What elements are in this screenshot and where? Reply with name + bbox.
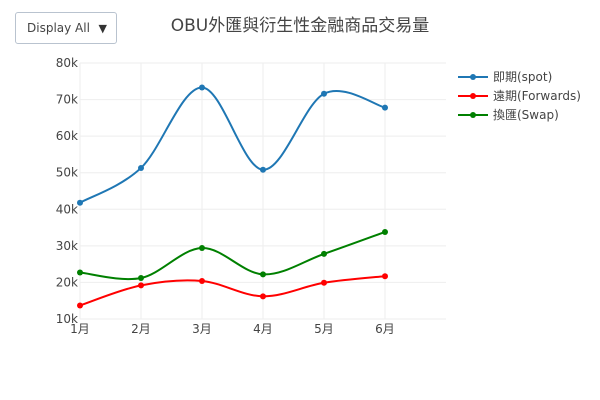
data-point[interactable] bbox=[321, 90, 327, 97]
data-point[interactable] bbox=[199, 84, 205, 91]
x-tick-label: 4月 bbox=[253, 322, 273, 336]
data-point[interactable] bbox=[260, 293, 266, 300]
data-point[interactable] bbox=[199, 277, 205, 284]
data-point[interactable] bbox=[260, 166, 266, 173]
y-axis-ticks: 10k 20k 30k 40k 50k 60k 70k 80k bbox=[56, 56, 78, 326]
data-point[interactable] bbox=[382, 228, 388, 235]
chevron-down-icon: ▼ bbox=[98, 21, 107, 35]
y-tick-label: 80k bbox=[56, 56, 78, 70]
y-tick-label: 40k bbox=[56, 202, 78, 216]
data-point[interactable] bbox=[321, 250, 327, 257]
legend-swatch-marker bbox=[470, 93, 476, 99]
data-point[interactable] bbox=[199, 245, 205, 252]
y-tick-label: 30k bbox=[56, 239, 78, 253]
y-tick-label: 10k bbox=[56, 312, 78, 326]
data-point[interactable] bbox=[382, 104, 388, 111]
x-tick-label: 2月 bbox=[131, 322, 151, 336]
data-point[interactable] bbox=[77, 269, 83, 276]
y-tick-label: 20k bbox=[56, 275, 78, 289]
data-point[interactable] bbox=[260, 271, 266, 278]
data-point[interactable] bbox=[321, 279, 327, 286]
legend-swatch-marker bbox=[470, 112, 476, 118]
data-point[interactable] bbox=[138, 275, 144, 282]
x-tick-label: 1月 bbox=[70, 322, 90, 336]
series-lines bbox=[77, 84, 388, 309]
data-point[interactable] bbox=[138, 282, 144, 289]
data-point[interactable] bbox=[138, 164, 144, 171]
x-axis-ticks: 1月 2月 3月 4月 5月 6月 bbox=[70, 322, 395, 336]
legend: 即期(spot) 遠期(Forwards) 換匯(Swap) bbox=[458, 70, 581, 122]
data-point[interactable] bbox=[77, 199, 83, 206]
series-line-0 bbox=[79, 86, 386, 204]
data-point[interactable] bbox=[77, 302, 83, 309]
x-tick-label: 5月 bbox=[314, 322, 334, 336]
series-line-2 bbox=[79, 231, 386, 281]
display-select-label: Display All bbox=[27, 21, 90, 35]
legend-swatch-marker bbox=[470, 74, 476, 80]
legend-label[interactable]: 即期(spot) bbox=[493, 70, 552, 84]
x-tick-label: 3月 bbox=[192, 322, 212, 336]
chart-title: OBU外匯與衍生性金融商品交易量 bbox=[171, 16, 430, 36]
legend-label[interactable]: 換匯(Swap) bbox=[493, 108, 559, 122]
grid-lines bbox=[79, 62, 446, 320]
x-tick-label: 6月 bbox=[375, 322, 395, 336]
data-point[interactable] bbox=[382, 273, 388, 280]
display-select[interactable]: Display All ▼ bbox=[15, 12, 117, 44]
series-line-1 bbox=[79, 275, 386, 307]
y-tick-label: 70k bbox=[56, 93, 78, 107]
y-tick-label: 60k bbox=[56, 129, 78, 143]
y-tick-label: 50k bbox=[56, 166, 78, 180]
legend-label[interactable]: 遠期(Forwards) bbox=[493, 89, 581, 103]
